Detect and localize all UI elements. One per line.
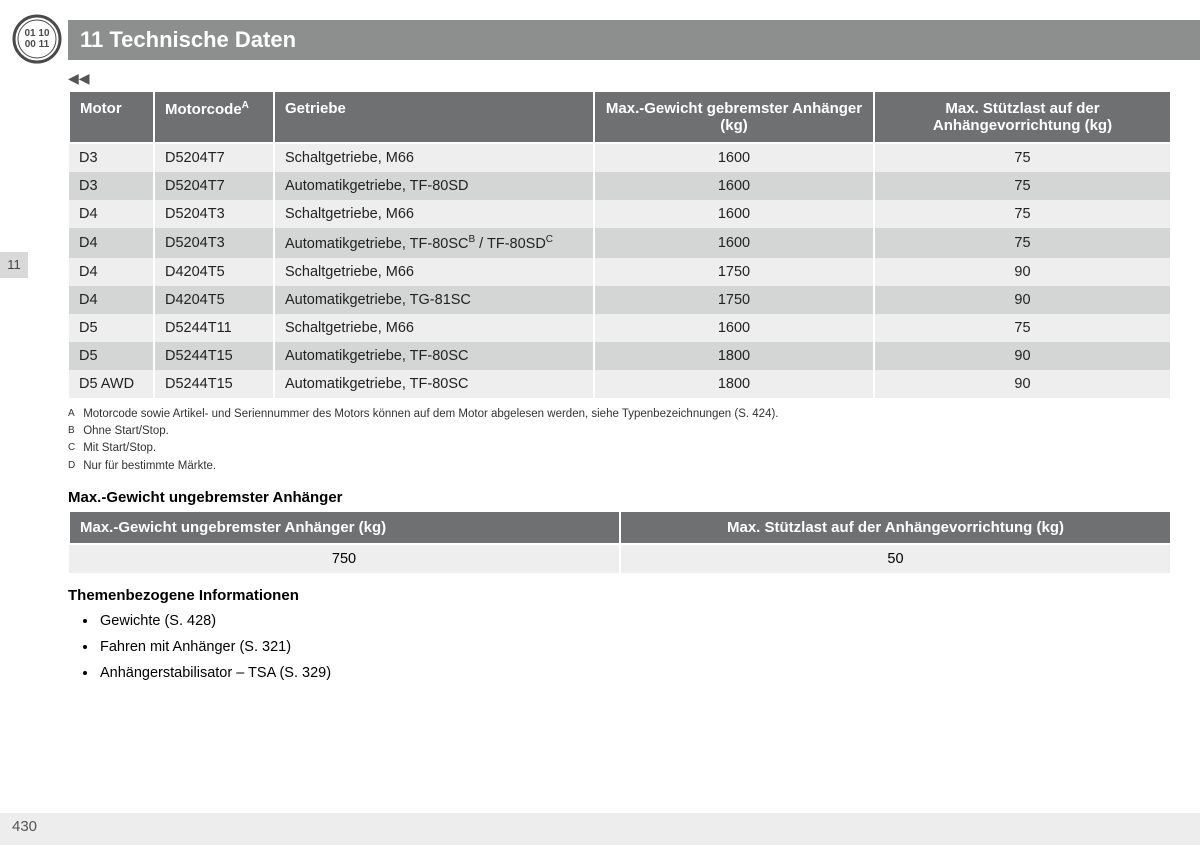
- unbraked-table-header-row: Max.-Gewicht ungebremster Anhänger (kg)M…: [69, 511, 1171, 544]
- footnotes: A Motorcode sowie Artikel- und Seriennum…: [68, 406, 1172, 475]
- cell: D4: [69, 258, 154, 286]
- page-number: 430: [12, 818, 37, 835]
- continuation-indicator: ◀◀: [68, 70, 90, 87]
- column-header: Max. Stützlast auf der Anhängevorrichtun…: [620, 511, 1171, 544]
- cell: D4: [69, 200, 154, 228]
- cell: D5204T3: [154, 200, 274, 228]
- cell: D3: [69, 172, 154, 200]
- table-row: D5D5244T15Automatikgetriebe, TF-80SC1800…: [69, 342, 1171, 370]
- list-item: Anhängerstabilisator – TSA (S. 329): [98, 660, 1172, 686]
- cell: D4204T5: [154, 286, 274, 314]
- table-row: D5 AWDD5244T15Automatikgetriebe, TF-80SC…: [69, 370, 1171, 398]
- table-row: D4D4204T5Automatikgetriebe, TG-81SC17509…: [69, 286, 1171, 314]
- binary-circle-icon: 01 10 00 11: [12, 14, 62, 64]
- cell: Schaltgetriebe, M66: [274, 258, 594, 286]
- svg-text:01 10: 01 10: [24, 28, 49, 39]
- specs-table-header-row: MotorMotorcodeAGetriebeMax.-Gewicht gebr…: [69, 91, 1171, 143]
- cell: D5244T15: [154, 370, 274, 398]
- footer-strip: [0, 813, 1200, 845]
- table-row: D5D5244T11Schaltgetriebe, M66160075: [69, 314, 1171, 342]
- second-section-heading: Max.-Gewicht ungebremster Anhänger: [68, 489, 1172, 506]
- specs-table: MotorMotorcodeAGetriebeMax.-Gewicht gebr…: [68, 90, 1172, 398]
- cell: 75: [874, 200, 1171, 228]
- cell: Schaltgetriebe, M66: [274, 200, 594, 228]
- unbraked-weight-cell: 750: [69, 544, 620, 573]
- cell: Automatikgetriebe, TF-80SC: [274, 370, 594, 398]
- cell: D5 AWD: [69, 370, 154, 398]
- footnote: C Mit Start/Stop.: [68, 440, 1172, 457]
- cell: 75: [874, 314, 1171, 342]
- column-header: Max.-Gewicht ungebremster Anhänger (kg): [69, 511, 620, 544]
- cell: D4: [69, 228, 154, 258]
- column-header: Max.-Gewicht gebremster Anhänger (kg): [594, 91, 874, 143]
- cell: 90: [874, 286, 1171, 314]
- footnote: B Ohne Start/Stop.: [68, 423, 1172, 440]
- unbraked-table: Max.-Gewicht ungebremster Anhänger (kg)M…: [68, 510, 1172, 573]
- column-header: Motor: [69, 91, 154, 143]
- cell: D3: [69, 143, 154, 172]
- table-row: D4D5204T3Automatikgetriebe, TF-80SCB / T…: [69, 228, 1171, 258]
- cell: D5: [69, 314, 154, 342]
- column-header: Getriebe: [274, 91, 594, 143]
- cell: Automatikgetriebe, TG-81SC: [274, 286, 594, 314]
- cell: 90: [874, 370, 1171, 398]
- list-item: Gewichte (S. 428): [98, 608, 1172, 634]
- cell: 75: [874, 228, 1171, 258]
- table-row: D3D5204T7Automatikgetriebe, TF-80SD16007…: [69, 172, 1171, 200]
- cell: D4204T5: [154, 258, 274, 286]
- table-row: 750 50: [69, 544, 1171, 573]
- cell: 90: [874, 342, 1171, 370]
- svg-text:00 11: 00 11: [25, 39, 50, 50]
- related-heading: Themenbezogene Informationen: [68, 587, 1172, 604]
- table-row: D4D4204T5Schaltgetriebe, M66175090: [69, 258, 1171, 286]
- chapter-title: 11 Technische Daten: [80, 27, 296, 53]
- cell: 1600: [594, 228, 874, 258]
- cell: 90: [874, 258, 1171, 286]
- cell: 75: [874, 172, 1171, 200]
- cell: 1600: [594, 172, 874, 200]
- cell: 1800: [594, 370, 874, 398]
- cell: 1750: [594, 286, 874, 314]
- cell: 1600: [594, 200, 874, 228]
- cell: Schaltgetriebe, M66: [274, 314, 594, 342]
- unbraked-load-cell: 50: [620, 544, 1171, 573]
- cell: D5244T11: [154, 314, 274, 342]
- footnote: A Motorcode sowie Artikel- und Seriennum…: [68, 406, 1172, 423]
- cell: D5204T7: [154, 172, 274, 200]
- cell: D5: [69, 342, 154, 370]
- cell: D5204T7: [154, 143, 274, 172]
- cell: 1600: [594, 314, 874, 342]
- cell: D5244T15: [154, 342, 274, 370]
- related-list: Gewichte (S. 428)Fahren mit Anhänger (S.…: [98, 608, 1172, 686]
- cell: Schaltgetriebe, M66: [274, 143, 594, 172]
- cell: D5204T3: [154, 228, 274, 258]
- list-item: Fahren mit Anhänger (S. 321): [98, 634, 1172, 660]
- footnote: D Nur für bestimmte Märkte.: [68, 458, 1172, 475]
- side-tab: 11: [0, 252, 28, 278]
- column-header: MotorcodeA: [154, 91, 274, 143]
- cell: D4: [69, 286, 154, 314]
- cell: Automatikgetriebe, TF-80SC: [274, 342, 594, 370]
- cell: Automatikgetriebe, TF-80SD: [274, 172, 594, 200]
- chapter-header: 11 Technische Daten: [68, 20, 1200, 60]
- cell: 1800: [594, 342, 874, 370]
- cell: 1750: [594, 258, 874, 286]
- table-row: D3D5204T7Schaltgetriebe, M66160075: [69, 143, 1171, 172]
- cell: 75: [874, 143, 1171, 172]
- table-row: D4D5204T3Schaltgetriebe, M66160075: [69, 200, 1171, 228]
- cell: Automatikgetriebe, TF-80SCB / TF-80SDC: [274, 228, 594, 258]
- column-header: Max. Stützlast auf der Anhängevorrichtun…: [874, 91, 1171, 143]
- cell: 1600: [594, 143, 874, 172]
